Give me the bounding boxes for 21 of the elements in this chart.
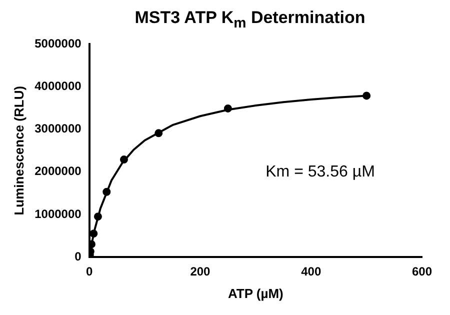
point [224,104,232,112]
y-tick-label: 3000000 [34,122,82,136]
x-tick-label: 200 [190,264,211,279]
point [102,188,111,196]
point [94,212,102,221]
x-tick-label: 0 [86,264,93,279]
y-tick-label: 4000000 [34,79,82,94]
chart-title: MST3 ATP K$_{m}$ Determination [134,8,366,34]
point [154,129,163,138]
y-tick-label: 0 [74,249,82,264]
y-tick-label: 2000000 [34,164,82,178]
x-tick-label: 400 [301,264,322,279]
point [120,156,128,164]
y-tick-label: 1000000 [34,206,82,221]
annotation: Km = 53.56 µM [266,163,375,180]
x-axis-title: ATP (µM) [228,286,284,301]
y-tick-label: 5000000 [34,36,82,51]
y-axis-title: Luminescence (RLU) [11,86,26,216]
point [90,230,98,238]
point [362,92,371,100]
x-tick-label: 600 [412,264,432,279]
